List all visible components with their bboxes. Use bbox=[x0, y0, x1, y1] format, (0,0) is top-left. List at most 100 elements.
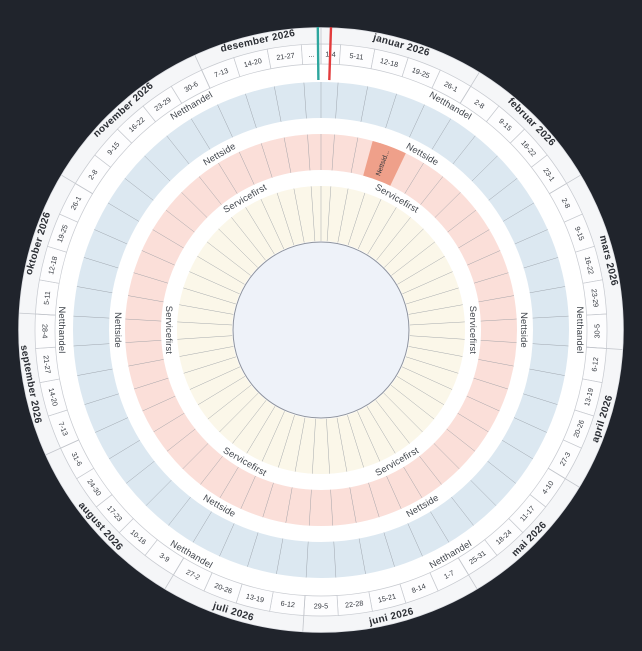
month-divider bbox=[61, 174, 93, 195]
month-divider bbox=[164, 557, 185, 589]
week-tick bbox=[245, 93, 257, 129]
week-tick bbox=[349, 487, 357, 523]
week-tick bbox=[262, 482, 274, 518]
week-tick bbox=[278, 414, 295, 468]
week-label: 5-11 bbox=[42, 291, 53, 306]
week-tick bbox=[358, 538, 366, 575]
week-tick bbox=[458, 229, 490, 249]
week-label: 30-5 bbox=[592, 324, 601, 338]
week-tick bbox=[177, 321, 233, 326]
week-tick bbox=[240, 475, 256, 509]
month-divider bbox=[19, 312, 56, 316]
month-divider bbox=[586, 346, 623, 350]
week-tick bbox=[142, 395, 176, 412]
week-tick bbox=[305, 541, 309, 578]
week-label: 14-20 bbox=[47, 387, 60, 407]
week-tick bbox=[523, 257, 559, 269]
week-tick bbox=[390, 384, 435, 420]
week-label: 5-11 bbox=[349, 51, 364, 62]
week-tick bbox=[73, 343, 110, 347]
week-tick bbox=[430, 511, 450, 543]
week-label: 16-22 bbox=[583, 255, 596, 275]
week-tick bbox=[480, 340, 517, 343]
week-tick bbox=[128, 359, 164, 367]
week-tick bbox=[260, 198, 285, 250]
week-tick bbox=[276, 192, 295, 246]
week-tick bbox=[189, 366, 241, 390]
week-label: 28-4 bbox=[40, 324, 49, 338]
week-label: 23-29 bbox=[590, 288, 601, 307]
week-tick bbox=[183, 287, 236, 305]
week-tick bbox=[124, 178, 154, 201]
week-tick bbox=[218, 228, 258, 268]
week-tick bbox=[330, 489, 334, 526]
week-tick bbox=[261, 411, 285, 462]
week-tick bbox=[391, 241, 436, 276]
week-label: 22-28 bbox=[345, 598, 364, 609]
week-tick bbox=[245, 207, 275, 255]
week-tick bbox=[219, 523, 235, 557]
month-divider bbox=[457, 557, 478, 589]
week-tick bbox=[397, 255, 445, 285]
week-tick bbox=[246, 406, 276, 454]
week-tick bbox=[141, 250, 175, 266]
week-tick bbox=[190, 118, 211, 150]
week-tick bbox=[127, 295, 164, 303]
center-circle[interactable] bbox=[232, 241, 410, 419]
week-tick bbox=[478, 295, 515, 303]
week-tick bbox=[125, 340, 162, 343]
week-tick bbox=[473, 377, 508, 390]
week-tick bbox=[166, 428, 196, 452]
date-marker bbox=[328, 27, 333, 81]
ring-label-netthandel: Netthandel bbox=[57, 307, 67, 354]
week-tick bbox=[189, 271, 240, 295]
week-label: ... bbox=[308, 50, 314, 59]
week-tick bbox=[260, 143, 273, 178]
week-tick bbox=[405, 356, 459, 374]
week-tick bbox=[532, 343, 569, 347]
week-tick bbox=[181, 192, 208, 218]
week-label: 15-21 bbox=[377, 591, 397, 604]
week-tick bbox=[471, 155, 498, 182]
week-tick bbox=[219, 466, 239, 499]
week-tick bbox=[168, 496, 191, 526]
week-tick bbox=[94, 229, 128, 245]
week-label: 21-27 bbox=[276, 51, 295, 62]
week-label: 2-8 bbox=[560, 196, 573, 209]
week-tick bbox=[386, 475, 402, 509]
week-tick bbox=[368, 482, 380, 518]
week-tick bbox=[452, 135, 476, 165]
week-tick bbox=[532, 315, 569, 319]
month-divider bbox=[45, 439, 79, 456]
week-tick bbox=[231, 217, 266, 261]
week-tick bbox=[466, 395, 500, 412]
week-tick bbox=[133, 272, 169, 284]
week-tick bbox=[336, 417, 348, 472]
ring-label-nettside: Nettside bbox=[113, 312, 123, 348]
week-label: 29-5 bbox=[314, 602, 328, 611]
week-tick bbox=[350, 137, 359, 173]
week-tick bbox=[76, 286, 113, 294]
week-label: 1-7 bbox=[442, 568, 455, 581]
week-tick bbox=[404, 162, 424, 194]
week-tick bbox=[473, 272, 509, 284]
ring-label-servicefirst: Servicefirst bbox=[468, 306, 478, 355]
activity-segment[interactable] bbox=[363, 140, 406, 186]
week-tick bbox=[480, 318, 517, 322]
week-tick bbox=[303, 82, 307, 119]
week-tick bbox=[331, 134, 335, 171]
week-tick bbox=[177, 335, 233, 340]
week-tick bbox=[451, 496, 474, 526]
week-tick bbox=[401, 366, 453, 390]
week-tick bbox=[514, 229, 548, 245]
week-label: 21-27 bbox=[41, 355, 52, 374]
week-tick bbox=[198, 176, 222, 205]
week-tick bbox=[206, 241, 251, 276]
week-tick bbox=[179, 304, 234, 315]
week-tick bbox=[247, 532, 259, 567]
week-tick bbox=[409, 335, 465, 340]
week-tick bbox=[145, 480, 172, 506]
month-divider bbox=[302, 595, 306, 632]
week-tick bbox=[326, 186, 332, 242]
